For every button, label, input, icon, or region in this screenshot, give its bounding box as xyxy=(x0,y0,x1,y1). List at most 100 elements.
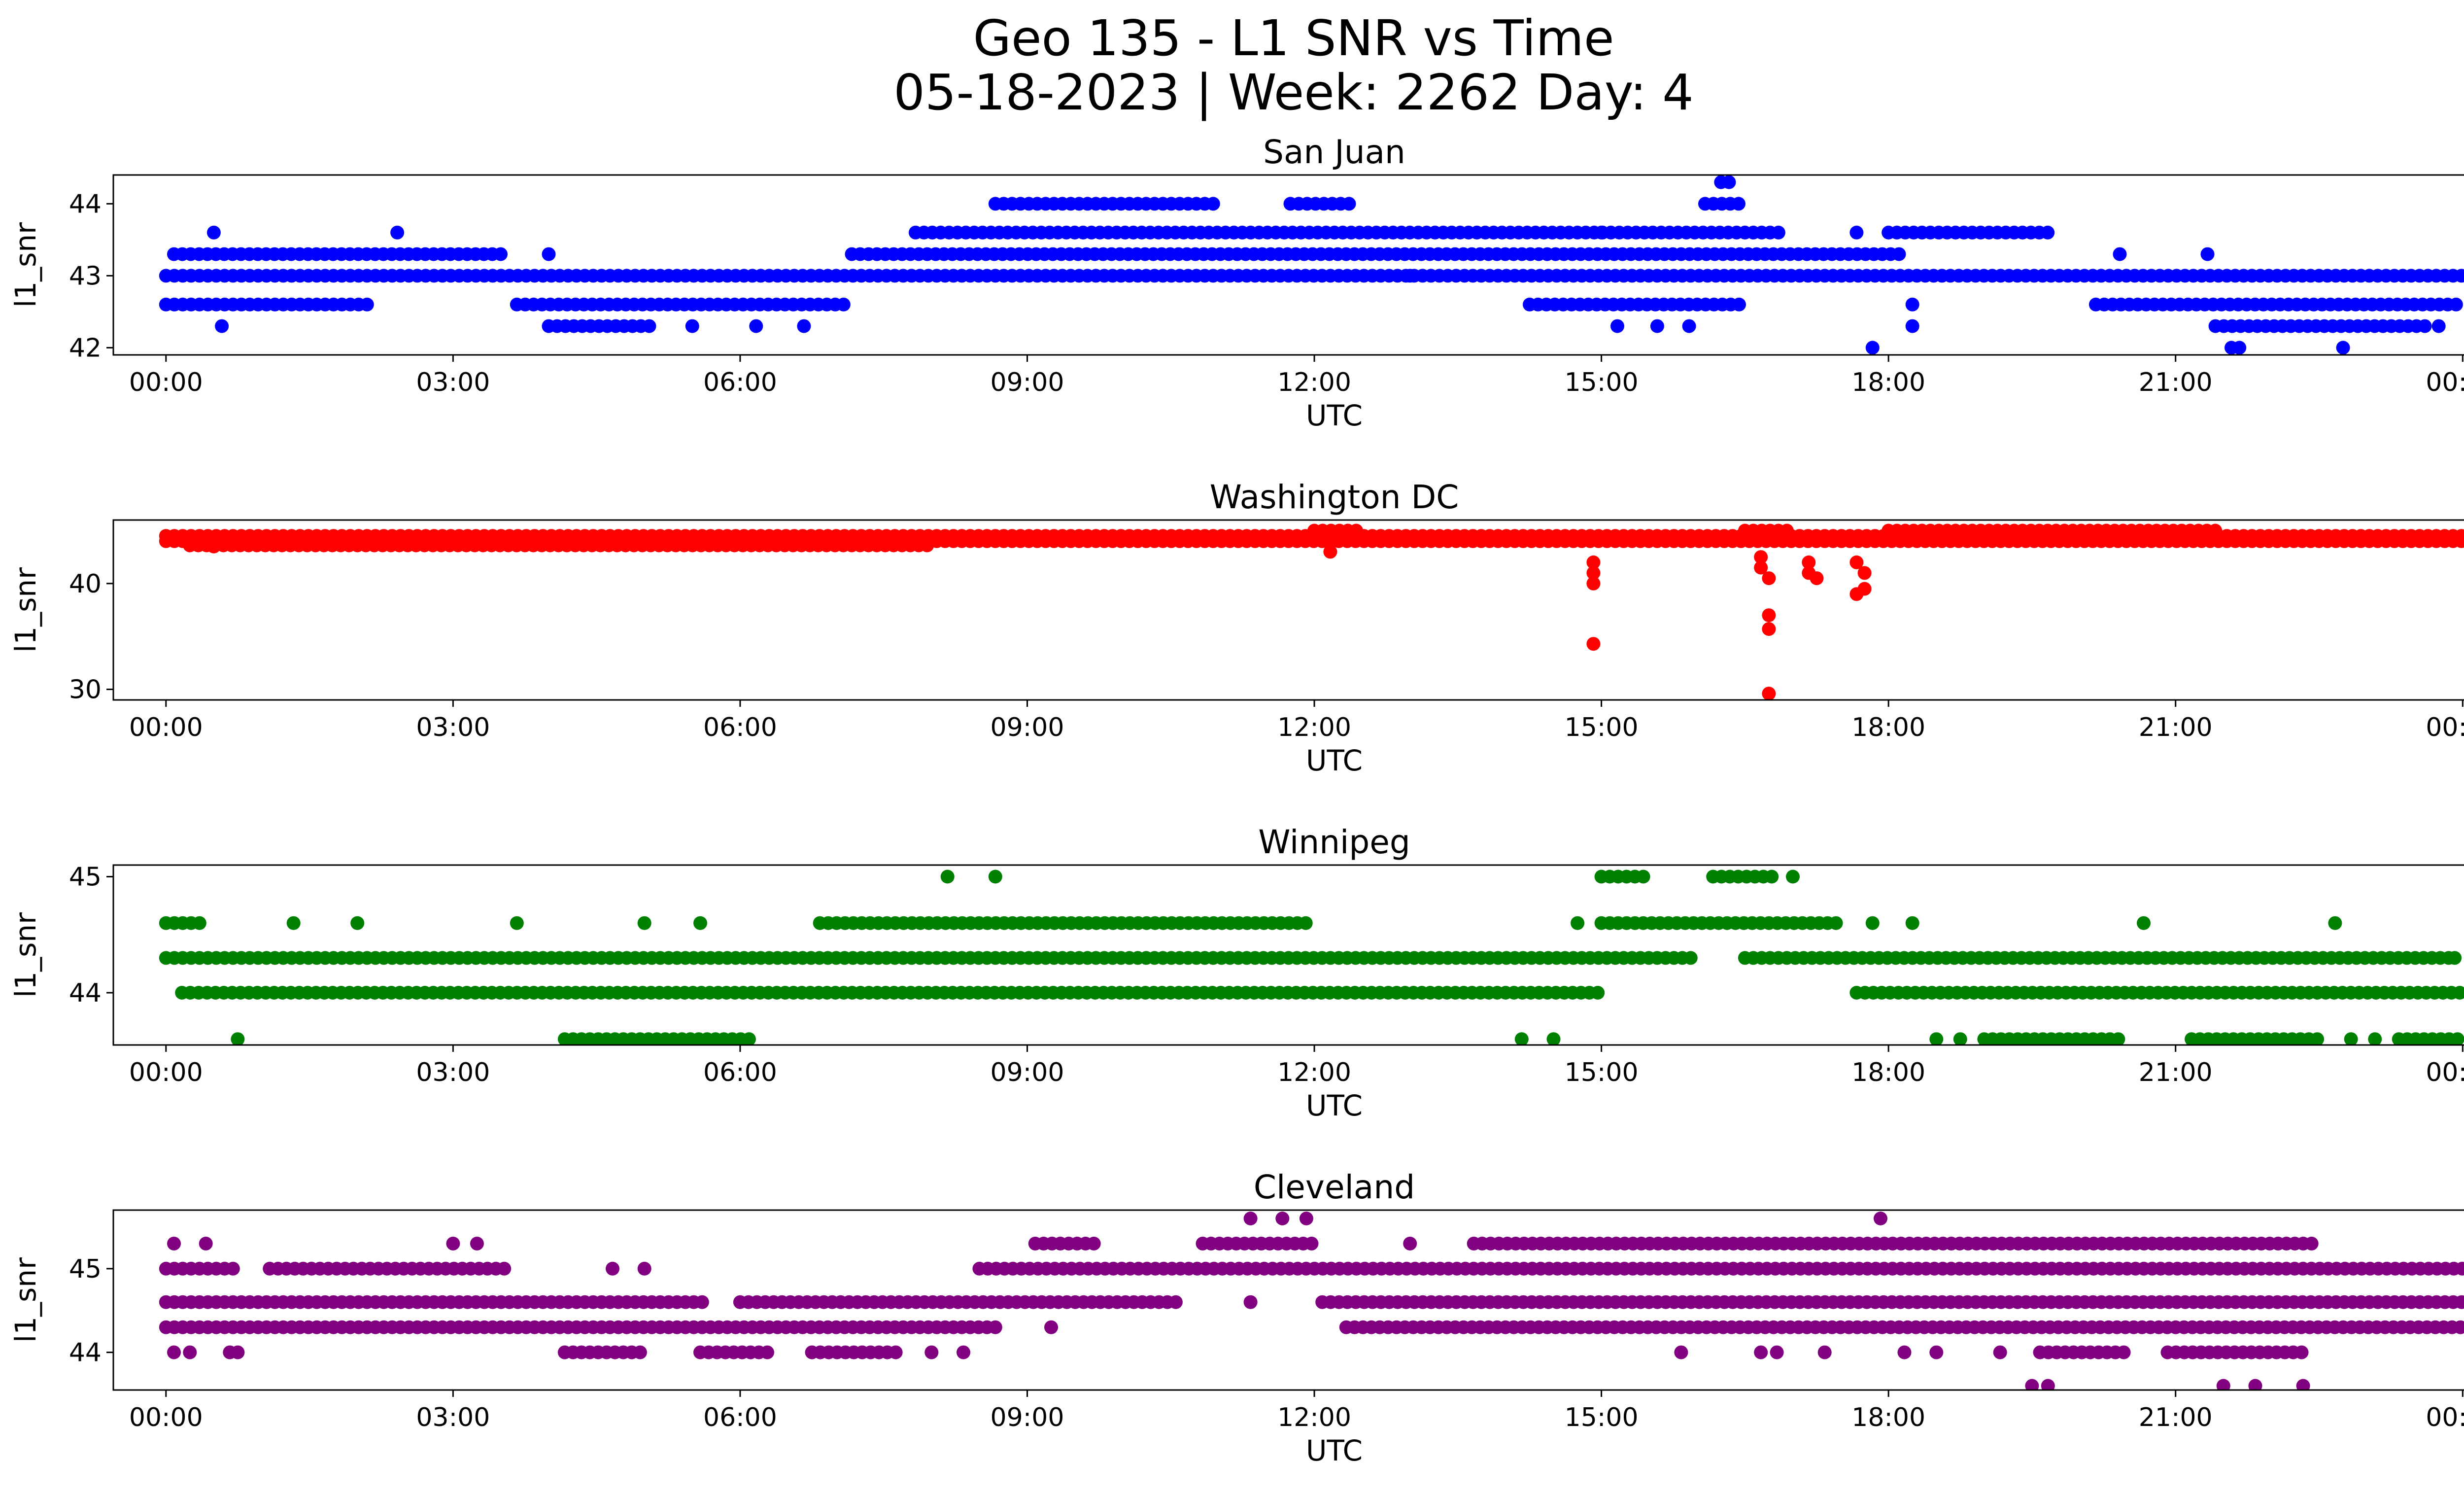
x-tick-label: 03:00 xyxy=(416,713,490,742)
x-tick-label: 21:00 xyxy=(2139,1058,2213,1087)
data-point xyxy=(1810,571,1824,586)
data-point xyxy=(2344,1032,2358,1045)
data-point xyxy=(1897,1345,1912,1359)
data-point xyxy=(836,297,851,312)
x-axis-label: UTC xyxy=(1306,399,1363,432)
data-point xyxy=(2368,1032,2382,1045)
data-point xyxy=(470,1236,484,1251)
x-tick-label: 12:00 xyxy=(1277,1058,1351,1087)
data-point xyxy=(1650,319,1664,333)
data-point xyxy=(1849,225,1864,240)
data-point xyxy=(1765,869,1779,884)
subplot-cleveland: Cleveland 00:00 03:00 06:00 09:00 12:00 15:00 1… xyxy=(9,1168,2464,1467)
data-point xyxy=(1865,916,1880,930)
data-point xyxy=(1275,1212,1290,1225)
data-point xyxy=(920,538,934,553)
data-point xyxy=(797,319,811,333)
y-tick-label: 44 xyxy=(69,978,102,1008)
data-point xyxy=(1829,916,1843,930)
data-point xyxy=(1586,637,1601,651)
data-point xyxy=(1754,550,1768,564)
x-tick-label: 00:00 xyxy=(129,1403,203,1432)
data-point xyxy=(2453,986,2464,1000)
data-point xyxy=(1762,571,1776,586)
data-point xyxy=(1722,175,1736,189)
data-point xyxy=(1762,622,1776,636)
subplot-title: San Juan xyxy=(1263,133,1405,171)
data-point xyxy=(642,319,656,333)
data-point xyxy=(1594,225,1608,240)
scatter-series xyxy=(159,523,2464,700)
x-tick-label: 09:00 xyxy=(991,1058,1064,1087)
data-point xyxy=(988,869,1002,884)
x-tick-label: 15:00 xyxy=(1565,1403,1639,1432)
data-point xyxy=(2111,1032,2125,1045)
data-point xyxy=(693,916,707,930)
data-point xyxy=(2310,1032,2325,1045)
data-point xyxy=(1762,608,1776,623)
y-tick-label: 44 xyxy=(69,1338,102,1368)
data-point xyxy=(1802,555,1816,569)
y-axis-label: l1_snr xyxy=(9,567,42,653)
x-tick-label: 00:00 xyxy=(2426,1403,2464,1432)
x-tick-label: 00:00 xyxy=(2426,713,2464,742)
x-tick-label: 00:00 xyxy=(2426,1058,2464,1087)
data-point xyxy=(1403,269,1417,283)
x-tick-label: 21:00 xyxy=(2139,1403,2213,1432)
data-point xyxy=(1586,555,1601,569)
data-point xyxy=(2224,341,2238,355)
data-point xyxy=(633,1345,647,1359)
data-point xyxy=(542,247,556,261)
data-point xyxy=(1780,523,1794,538)
data-point xyxy=(2216,1379,2230,1390)
data-point xyxy=(2025,1379,2039,1390)
data-point xyxy=(1591,986,1605,1000)
data-point xyxy=(2431,319,2446,333)
x-axis-label: UTC xyxy=(1306,1089,1363,1122)
data-point xyxy=(2449,297,2463,312)
data-point xyxy=(1514,1032,1529,1045)
x-tick-label: 00:00 xyxy=(2426,368,2464,397)
data-point xyxy=(1770,1345,1784,1359)
data-point xyxy=(286,916,301,930)
x-tick-label: 12:00 xyxy=(1277,713,1351,742)
x-tick-label: 12:00 xyxy=(1277,1403,1351,1432)
data-point xyxy=(390,225,405,240)
data-point xyxy=(606,1261,619,1276)
data-point xyxy=(1586,576,1601,591)
data-point xyxy=(1754,1345,1768,1359)
data-point xyxy=(1849,555,1864,569)
y-tick-label: 45 xyxy=(69,1254,102,1284)
x-axis-label: UTC xyxy=(1306,744,1363,777)
data-point xyxy=(2304,1236,2319,1251)
x-tick-label: 03:00 xyxy=(416,1403,490,1432)
data-point xyxy=(1682,319,1696,333)
data-point xyxy=(360,297,374,312)
x-tick-label: 03:00 xyxy=(416,368,490,397)
subplot-washington-dc: Washington DC 00:00 03:00 06:00 09:00 12:00 15… xyxy=(9,478,2464,777)
data-point xyxy=(1243,1212,1258,1225)
y-tick-label: 40 xyxy=(69,569,102,599)
data-point xyxy=(1892,247,1906,261)
data-point xyxy=(1304,1236,1319,1251)
data-point xyxy=(2328,916,2342,930)
x-tick-label: 18:00 xyxy=(1851,1403,1925,1432)
data-point xyxy=(1674,1345,1688,1359)
data-point xyxy=(1683,951,1698,965)
axes-frame xyxy=(112,1209,2464,1391)
data-point xyxy=(2418,319,2432,333)
data-point xyxy=(1874,1212,1887,1225)
data-point xyxy=(2454,529,2464,543)
data-point xyxy=(685,319,699,333)
data-point xyxy=(1342,197,1356,211)
x-tick-label: 18:00 xyxy=(1851,713,1925,742)
data-point xyxy=(1929,1032,1944,1045)
data-point xyxy=(742,1032,756,1045)
data-point xyxy=(1586,566,1601,580)
data-point xyxy=(1299,1212,1313,1225)
data-point xyxy=(637,1261,651,1276)
data-point xyxy=(199,1236,213,1251)
data-point xyxy=(2336,341,2350,355)
data-point xyxy=(2113,247,2127,261)
data-point xyxy=(637,916,651,930)
